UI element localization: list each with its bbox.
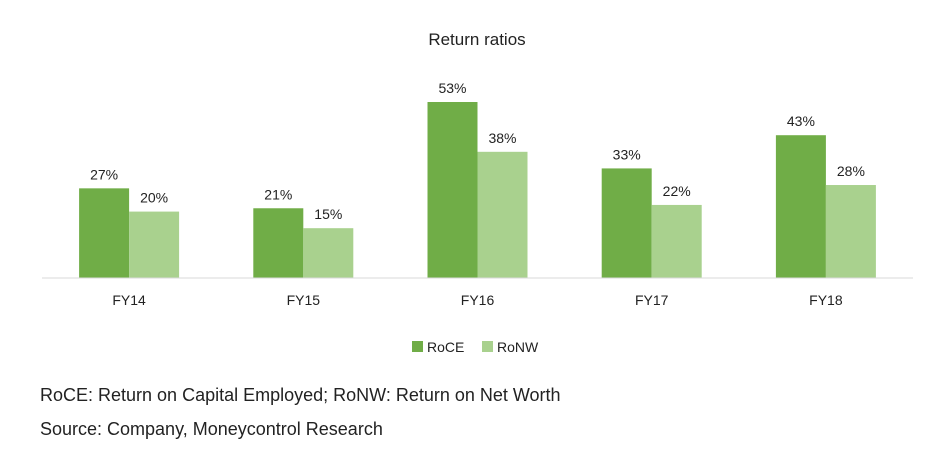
legend-swatch-roce bbox=[412, 341, 423, 352]
legend-swatch-ronw bbox=[482, 341, 493, 352]
bars-group bbox=[79, 102, 876, 278]
definitions-note: RoCE: Return on Capital Employed; RoNW: … bbox=[40, 385, 561, 405]
x-tick-fy16: FY16 bbox=[461, 292, 495, 308]
bar-labels-group: 27% 20% 21% 15% 53% 38% 33% 22% 43% 28% bbox=[90, 80, 865, 222]
legend-label-ronw: RoNW bbox=[497, 339, 539, 355]
bar-ronw-fy17 bbox=[651, 204, 702, 278]
x-tick-fy14: FY14 bbox=[112, 292, 146, 308]
bar-roce-fy17 bbox=[601, 168, 652, 278]
bar-ronw-fy16 bbox=[477, 151, 528, 278]
data-label-ronw-fy18: 28% bbox=[837, 163, 865, 179]
source-note: Source: Company, Moneycontrol Research bbox=[40, 419, 383, 439]
data-label-ronw-fy15: 15% bbox=[314, 206, 342, 222]
bar-roce-fy14 bbox=[79, 188, 130, 278]
x-tick-fy17: FY17 bbox=[635, 292, 669, 308]
data-label-roce-fy16: 53% bbox=[438, 80, 466, 96]
data-label-roce-fy15: 21% bbox=[264, 186, 292, 202]
bar-ronw-fy15 bbox=[303, 228, 354, 278]
data-label-roce-fy17: 33% bbox=[613, 146, 641, 162]
legend-label-roce: RoCE bbox=[427, 339, 464, 355]
data-label-roce-fy18: 43% bbox=[787, 113, 815, 129]
x-tick-labels: FY14 FY15 FY16 FY17 FY18 bbox=[112, 292, 842, 308]
bar-ronw-fy18 bbox=[825, 185, 876, 278]
chart-title: Return ratios bbox=[428, 30, 525, 49]
data-label-ronw-fy14: 20% bbox=[140, 190, 168, 206]
bar-ronw-fy14 bbox=[129, 211, 180, 278]
bar-chart: Return ratios 27% 20% 21% 15% 53% 38% 33% 22% 43… bbox=[42, 30, 913, 355]
bar-roce-fy15 bbox=[253, 208, 304, 278]
data-label-roce-fy14: 27% bbox=[90, 166, 118, 182]
x-tick-fy15: FY15 bbox=[287, 292, 321, 308]
data-label-ronw-fy17: 22% bbox=[663, 183, 691, 199]
bar-roce-fy16 bbox=[427, 102, 478, 278]
x-tick-fy18: FY18 bbox=[809, 292, 843, 308]
bar-roce-fy18 bbox=[775, 135, 826, 278]
legend: RoCE RoNW bbox=[412, 339, 539, 355]
data-label-ronw-fy16: 38% bbox=[488, 130, 516, 146]
